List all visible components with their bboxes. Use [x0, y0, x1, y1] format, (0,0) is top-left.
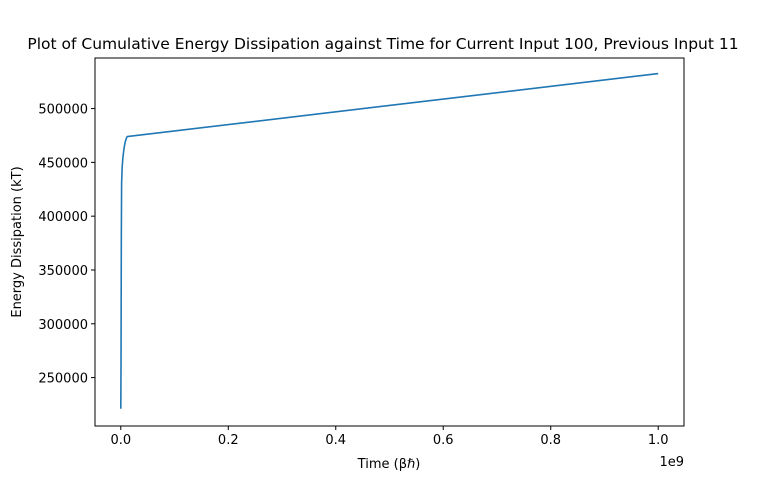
y-tick-label: 250000: [38, 372, 88, 387]
y-tick-label: 300000: [38, 318, 88, 333]
x-tick-label: 0.2: [218, 433, 239, 448]
plot-frame: [94, 57, 685, 427]
x-axis-label: Time (βℏ): [357, 457, 421, 472]
x-tick-label: 1.0: [648, 433, 669, 448]
x-tick-label: 0.8: [540, 433, 561, 448]
y-axis: 250000 300000 350000 400000 450000 500000: [38, 103, 95, 387]
y-tick-label: 350000: [38, 264, 88, 279]
x-axis: 0.0 0.2 0.4 0.6 0.8 1.0: [110, 426, 669, 448]
chart-title: Plot of Cumulative Energy Dissipation ag…: [27, 35, 738, 53]
y-axis-label: Energy Dissipation (kT): [10, 166, 25, 317]
series-line-0: [120, 72, 659, 409]
y-tick-label: 450000: [38, 156, 88, 171]
y-tick-label: 500000: [38, 103, 88, 118]
x-axis-offset-label: 1e9: [659, 455, 684, 470]
y-tick-label: 400000: [38, 210, 88, 225]
x-tick-label: 0.0: [110, 433, 131, 448]
x-tick-label: 0.6: [433, 433, 454, 448]
plot-area: [120, 72, 659, 409]
x-tick-label: 0.4: [325, 433, 346, 448]
